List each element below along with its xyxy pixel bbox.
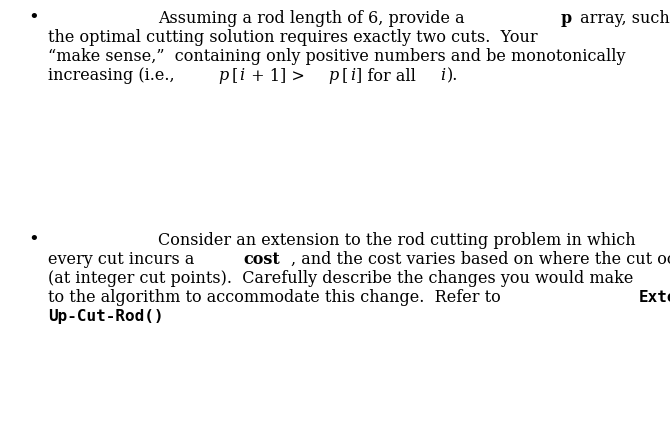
Text: the optimal cutting solution requires exactly two cuts.  Your: the optimal cutting solution requires ex… [48,29,543,46]
Text: , and the cost varies based on where the cut occurs: , and the cost varies based on where the… [291,251,670,268]
Text: Consider an extension to the rod cutting problem in which: Consider an extension to the rod cutting… [158,232,636,249]
Text: [: [ [231,67,237,84]
Text: + 1] >: + 1] > [246,67,310,84]
Text: p: p [218,67,228,84]
Text: [: [ [342,67,348,84]
Text: cost: cost [243,251,280,268]
Text: i: i [440,67,446,84]
Text: ).: ). [447,67,458,84]
Text: i: i [239,67,245,84]
Text: array, such that: array, such that [575,10,670,27]
Text: every cut incurs a: every cut incurs a [48,251,200,268]
Text: increasing (i.e.,: increasing (i.e., [48,67,180,84]
Text: Up-Cut-Rod(): Up-Cut-Rod() [48,309,163,324]
Text: •: • [28,231,39,249]
Text: •: • [28,9,39,27]
Text: ] for all: ] for all [356,67,421,84]
Text: p: p [328,67,339,84]
Text: (at integer cut points).  Carefully describe the changes you would make: (at integer cut points). Carefully descr… [48,270,633,287]
Text: Extended-Bottom-: Extended-Bottom- [639,290,670,305]
Text: i: i [350,67,355,84]
Text: p: p [560,10,572,27]
Text: to the algorithm to accommodate this change.  Refer to: to the algorithm to accommodate this cha… [48,289,506,306]
Text: “make sense,”  containing only positive numbers and be monotonically: “make sense,” containing only positive n… [48,48,626,65]
Text: Assuming a rod length of 6, provide a: Assuming a rod length of 6, provide a [158,10,470,27]
